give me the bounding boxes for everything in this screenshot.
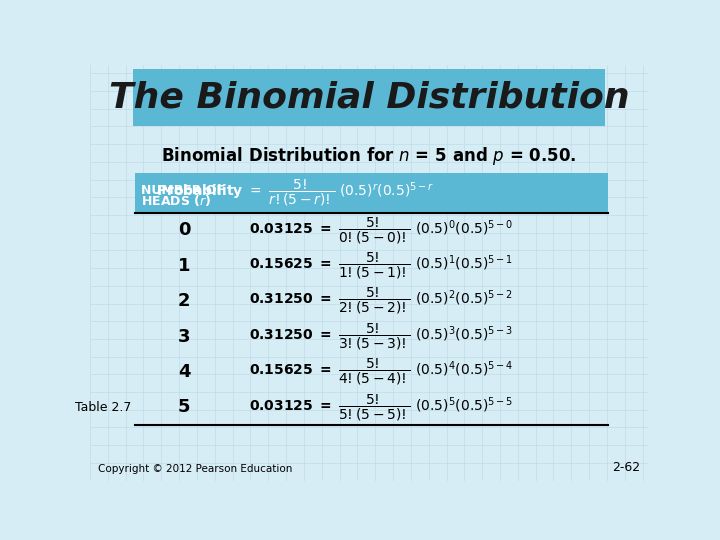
Text: 1: 1: [178, 256, 190, 275]
Text: Probability $=$ $\dfrac{5!}{r!(5-r)!}\ (0.5)^r(0.5)^{5-r}$: Probability $=$ $\dfrac{5!}{r!(5-r)!}\ (…: [156, 178, 435, 208]
Text: HEADS ($r$): HEADS ($r$): [141, 193, 211, 208]
Text: $\mathbf{0.15625}$ $\mathbf{=}$ $\dfrac{5!}{1!(5-1)!}\ (0.5)^1(0.5)^{5-1}$: $\mathbf{0.15625}$ $\mathbf{=}$ $\dfrac{…: [249, 251, 513, 281]
Text: $\mathbf{0.31250}$ $\mathbf{=}$ $\dfrac{5!}{3!(5-3)!}\ (0.5)^3(0.5)^{5-3}$: $\mathbf{0.31250}$ $\mathbf{=}$ $\dfrac{…: [249, 321, 513, 352]
FancyBboxPatch shape: [135, 173, 608, 213]
Text: Binomial Distribution for $\mathit{n}$ = 5 and $\mathit{p}$ = 0.50.: Binomial Distribution for $\mathit{n}$ =…: [161, 145, 577, 167]
Text: $\mathbf{0.31250}$ $\mathbf{=}$ $\dfrac{5!}{2!(5-2)!}\ (0.5)^2(0.5)^{5-2}$: $\mathbf{0.31250}$ $\mathbf{=}$ $\dfrac{…: [249, 286, 513, 316]
FancyBboxPatch shape: [132, 69, 606, 126]
Text: Copyright © 2012 Pearson Education: Copyright © 2012 Pearson Education: [98, 464, 292, 475]
Text: $\mathbf{0.03125}$ $\mathbf{=}$ $\dfrac{5!}{5!(5-5)!}\ (0.5)^5(0.5)^{5-5}$: $\mathbf{0.03125}$ $\mathbf{=}$ $\dfrac{…: [249, 392, 513, 423]
Text: $\mathbf{0.03125}$ $\mathbf{=}$ $\dfrac{5!}{0!(5-0)!}\ (0.5)^0(0.5)^{5-0}$: $\mathbf{0.03125}$ $\mathbf{=}$ $\dfrac{…: [249, 215, 513, 246]
Text: NUMBER OF: NUMBER OF: [141, 184, 225, 197]
Text: 0: 0: [178, 221, 190, 239]
Text: 4: 4: [178, 363, 190, 381]
Text: 5: 5: [178, 399, 190, 416]
Text: The Binomial Distribution: The Binomial Distribution: [109, 80, 629, 114]
Text: 3: 3: [178, 328, 190, 346]
Text: 2-62: 2-62: [612, 462, 640, 475]
Text: 2: 2: [178, 292, 190, 310]
Text: Table 2.7: Table 2.7: [75, 401, 131, 414]
Text: $\mathbf{0.15625}$ $\mathbf{=}$ $\dfrac{5!}{4!(5-4)!}\ (0.5)^4(0.5)^{5-4}$: $\mathbf{0.15625}$ $\mathbf{=}$ $\dfrac{…: [249, 357, 513, 387]
